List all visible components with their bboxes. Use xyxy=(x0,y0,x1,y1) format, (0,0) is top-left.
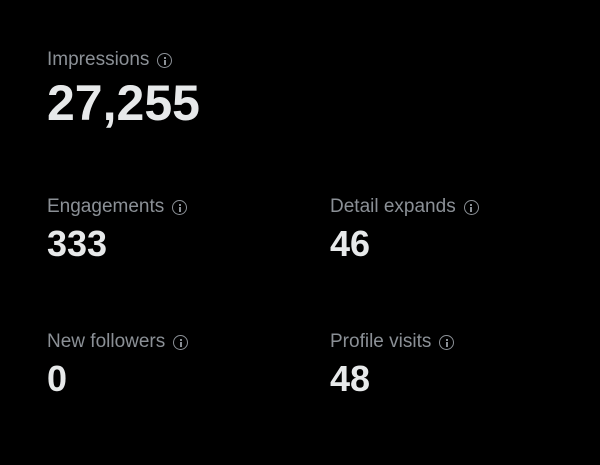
info-icon[interactable] xyxy=(439,334,455,350)
info-icon[interactable] xyxy=(172,199,188,215)
metric-label: Detail expands xyxy=(330,196,456,217)
metric-label: Engagements xyxy=(47,196,165,217)
metric-profile-visits: Profile visits 48 xyxy=(330,330,455,400)
metric-value: 27,255 xyxy=(47,75,200,131)
info-icon[interactable] xyxy=(173,334,189,350)
metric-impressions: Impressions 27,255 xyxy=(47,48,200,132)
metric-value: 48 xyxy=(330,358,371,399)
metric-value: 0 xyxy=(47,358,68,399)
metric-detail-expands: Detail expands 46 xyxy=(330,195,479,265)
metric-engagements: Engagements 333 xyxy=(47,195,188,265)
metric-new-followers: New followers 0 xyxy=(47,330,189,400)
metric-label: Impressions xyxy=(47,49,150,70)
info-icon[interactable] xyxy=(463,199,479,215)
metric-value: 333 xyxy=(47,223,108,264)
metric-label: Profile visits xyxy=(330,331,432,352)
info-icon[interactable] xyxy=(157,52,173,68)
metric-label: New followers xyxy=(47,331,166,352)
metric-value: 46 xyxy=(330,223,371,264)
